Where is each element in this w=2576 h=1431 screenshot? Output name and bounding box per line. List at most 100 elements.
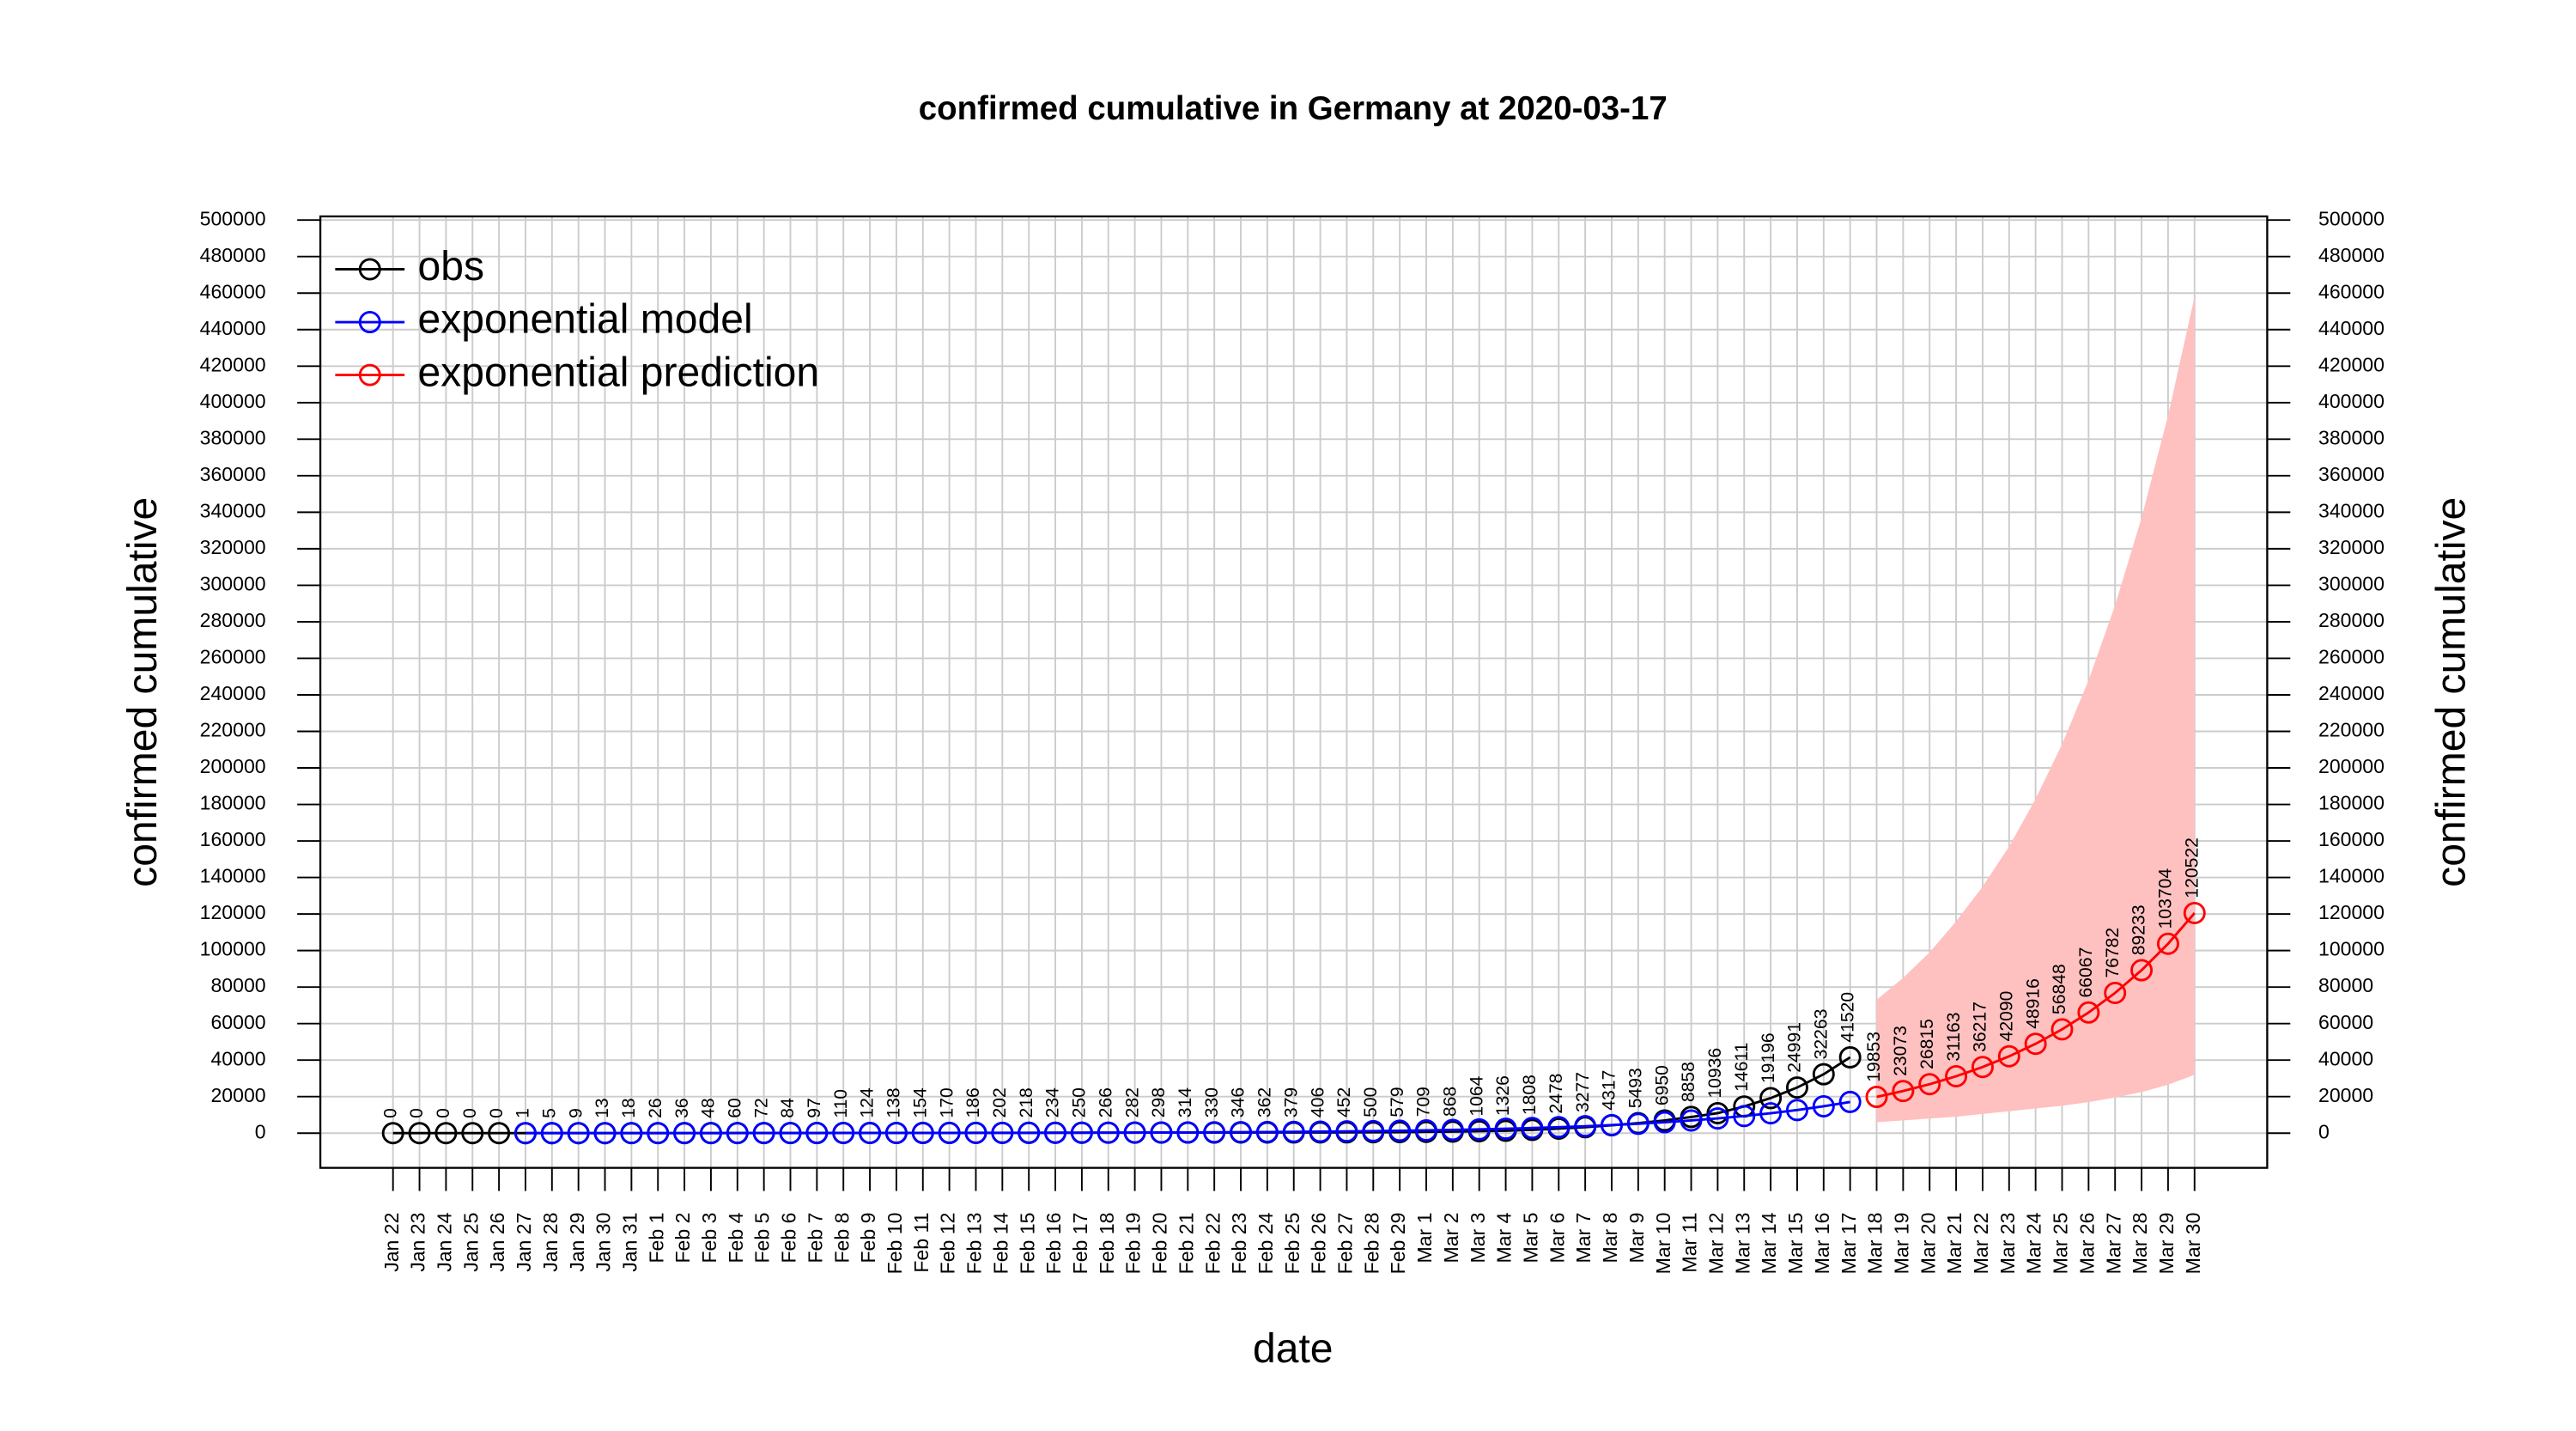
- data-point: [1415, 1118, 1437, 1142]
- data-label: 4317: [1600, 1070, 1619, 1111]
- y-tick-label: 460000: [200, 280, 266, 302]
- y-tick-label: 400000: [200, 390, 266, 412]
- data-point: [1309, 1120, 1332, 1143]
- data-point: [1335, 1120, 1358, 1143]
- data-point: [1494, 1117, 1517, 1141]
- legend-marker: [358, 363, 381, 387]
- data-label: 10936: [1705, 1048, 1725, 1099]
- y-tick-label: 280000: [200, 609, 266, 631]
- x-tick-label: Mar 14: [1758, 1212, 1780, 1274]
- data-label: 26: [646, 1098, 665, 1118]
- x-tick-label: Jan 27: [513, 1213, 535, 1272]
- data-label: 32263: [1811, 1009, 1831, 1060]
- y2-tick-label: 100000: [2318, 938, 2385, 960]
- x-tick-label: Feb 14: [989, 1212, 1012, 1274]
- data-label: 19196: [1759, 1032, 1778, 1083]
- y-tick-label: 320000: [200, 536, 266, 558]
- y2-tick-label: 320000: [2318, 536, 2385, 558]
- data-label: 1: [513, 1108, 533, 1118]
- data-label: 76782: [2103, 928, 2123, 978]
- data-point: [1812, 1094, 1835, 1117]
- data-point: [1070, 1121, 1093, 1144]
- data-label: 9: [566, 1108, 586, 1118]
- data-point: [1785, 1099, 1808, 1122]
- data-point: [1150, 1121, 1173, 1144]
- y2-tick-label: 220000: [2318, 719, 2385, 741]
- data-label: 266: [1096, 1087, 1115, 1117]
- data-point: [1230, 1121, 1253, 1144]
- y2-tick-label: 20000: [2318, 1084, 2373, 1106]
- data-point: [1574, 1115, 1597, 1138]
- x-tick-label: Jan 25: [459, 1213, 482, 1272]
- data-point: [1203, 1121, 1226, 1144]
- y-tick-label: 200000: [200, 755, 266, 777]
- x-tick-label: Feb 16: [1042, 1213, 1065, 1275]
- x-tick-label: Mar 29: [2155, 1213, 2178, 1275]
- x-tick-label: Mar 23: [1996, 1213, 2019, 1275]
- y2-tick-label: 260000: [2318, 646, 2385, 668]
- x-tick-label: Mar 5: [1520, 1213, 1542, 1264]
- x-tick-label: Feb 23: [1228, 1213, 1250, 1275]
- data-point: [1282, 1120, 1305, 1143]
- data-point: [1467, 1117, 1491, 1141]
- x-tick-label: Feb 5: [751, 1213, 774, 1264]
- data-label: 234: [1043, 1087, 1063, 1118]
- x-axis-label: date: [1253, 1325, 1334, 1372]
- data-point: [1653, 1111, 1676, 1134]
- data-point: [1733, 1105, 1756, 1128]
- data-label: 5: [539, 1108, 559, 1118]
- y2-tick-label: 40000: [2318, 1047, 2373, 1069]
- data-label: 48: [699, 1098, 719, 1118]
- x-tick-label: Feb 18: [1096, 1213, 1118, 1275]
- data-point: [408, 1122, 431, 1145]
- data-label: 56848: [2050, 964, 2069, 1014]
- data-point: [1706, 1102, 1729, 1124]
- x-tick-label: Mar 11: [1679, 1213, 1701, 1273]
- x-tick-label: Feb 17: [1069, 1213, 1091, 1275]
- y-tick-label: 0: [255, 1120, 266, 1142]
- x-tick-label: Mar 17: [1838, 1213, 1860, 1275]
- legend-marker: [358, 311, 381, 334]
- y-tick-label: 340000: [200, 499, 266, 521]
- x-tick-label: Mar 18: [1864, 1213, 1886, 1275]
- data-point: [1547, 1116, 1571, 1139]
- data-label: 2478: [1546, 1074, 1566, 1114]
- data-label: 709: [1414, 1087, 1434, 1117]
- y2-tick-label: 240000: [2318, 682, 2385, 704]
- x-tick-label: Jan 23: [407, 1213, 429, 1272]
- x-tick-label: Mar 9: [1625, 1213, 1648, 1264]
- x-tick-label: Mar 3: [1467, 1213, 1489, 1264]
- data-label: 97: [805, 1098, 824, 1118]
- x-tick-label: Mar 25: [2050, 1213, 2072, 1275]
- data-point: [991, 1121, 1014, 1144]
- data-point: [673, 1122, 696, 1145]
- data-label: 42090: [1996, 991, 2016, 1042]
- x-tick-label: Feb 26: [1308, 1213, 1330, 1275]
- y2-tick-label: 340000: [2318, 499, 2385, 521]
- data-point: [1521, 1117, 1544, 1140]
- data-label: 250: [1070, 1087, 1090, 1117]
- data-point: [752, 1122, 775, 1145]
- data-label: 18: [619, 1098, 639, 1118]
- y-axis-label: confirmed cumulative: [119, 497, 166, 887]
- x-tick-label: Mar 10: [1652, 1213, 1674, 1275]
- x-tick-label: Feb 22: [1201, 1213, 1224, 1275]
- data-label: 1808: [1520, 1075, 1540, 1115]
- data-point: [2077, 1001, 2100, 1024]
- data-label: 170: [937, 1087, 957, 1117]
- x-tick-label: Mar 22: [1970, 1213, 1992, 1275]
- x-tick-label: Mar 7: [1572, 1213, 1595, 1264]
- data-label: 0: [380, 1108, 400, 1118]
- data-point: [1441, 1118, 1464, 1142]
- data-point: [1123, 1121, 1146, 1144]
- data-label: 362: [1255, 1087, 1275, 1117]
- data-point: [620, 1122, 643, 1145]
- x-tick-label: Mar 2: [1440, 1213, 1462, 1264]
- y-tick-label: 140000: [200, 865, 266, 887]
- y2-tick-label: 420000: [2318, 353, 2385, 375]
- y-tick-label: 480000: [200, 244, 266, 266]
- data-label: 314: [1176, 1087, 1195, 1118]
- data-point: [647, 1122, 670, 1145]
- data-label: 120522: [2182, 837, 2202, 898]
- x-tick-label: Mar 24: [2023, 1212, 2045, 1274]
